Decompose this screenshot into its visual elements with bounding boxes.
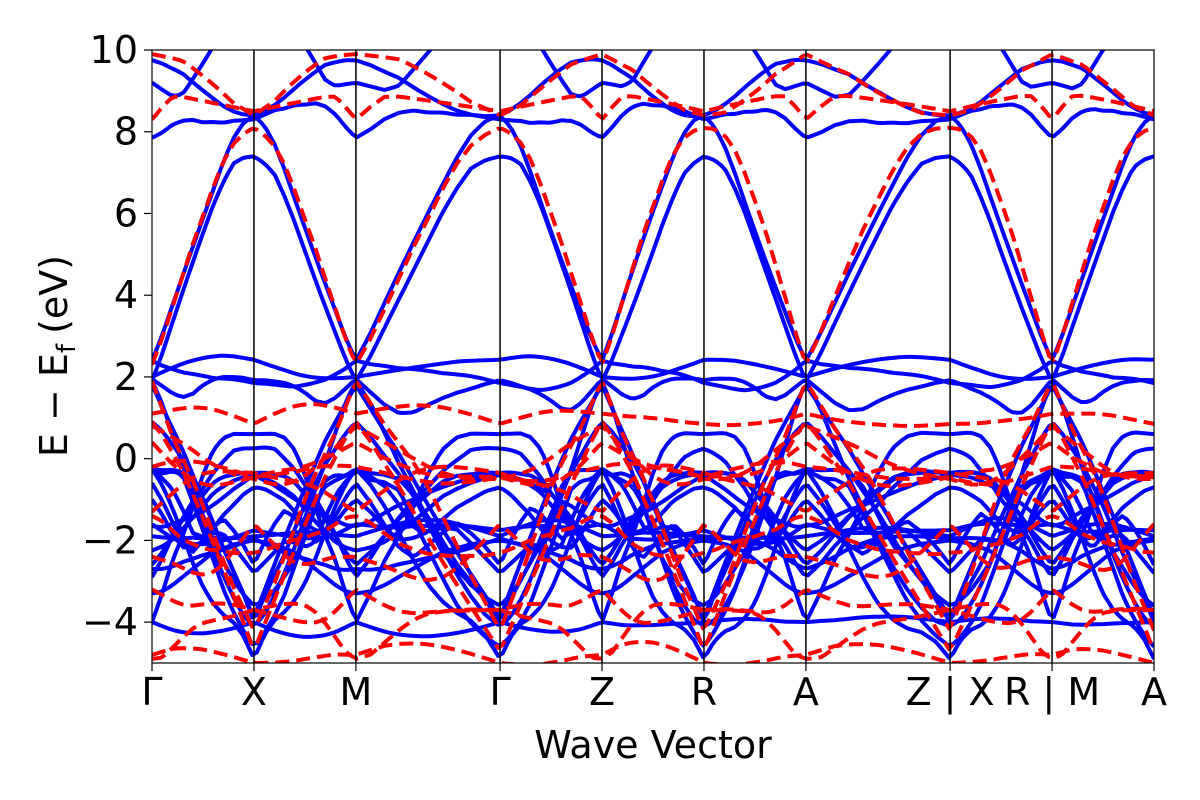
solid-band-line bbox=[152, 50, 1106, 99]
high-symmetry-lines bbox=[253, 50, 1053, 663]
solid-band-line bbox=[152, 374, 1154, 415]
dashed-band-line bbox=[152, 424, 1154, 487]
x-tick-label: A bbox=[793, 670, 819, 714]
y-axis-label-main: E − E bbox=[32, 353, 76, 457]
solid-band-line bbox=[152, 101, 1154, 140]
dashed-band-line bbox=[152, 125, 1154, 366]
dashed-band-line bbox=[152, 601, 1154, 661]
dashed-band-line bbox=[152, 587, 1154, 626]
y-tick-label: 6 bbox=[114, 191, 138, 235]
plot-frame bbox=[151, 49, 1155, 664]
dashed-band-line bbox=[152, 402, 1154, 428]
x-tick-label: R bbox=[691, 670, 717, 714]
solid-band-line bbox=[152, 353, 1154, 381]
x-tick-label: Γ bbox=[141, 670, 162, 714]
x-tick-label: M bbox=[340, 670, 373, 714]
solid-band-line bbox=[152, 154, 1154, 382]
y-axis-label: E − Ef (eV) bbox=[32, 255, 82, 457]
dashed-band-line bbox=[152, 639, 1154, 663]
dashed-band-line bbox=[152, 514, 1154, 559]
y-tick-label: 2 bbox=[114, 355, 138, 399]
y-tick-label: −2 bbox=[82, 518, 138, 562]
solid-band-line bbox=[152, 358, 1154, 393]
x-tick-label: Z bbox=[589, 670, 615, 714]
solid-band-line bbox=[152, 534, 1154, 572]
x-tick-label: A bbox=[1141, 670, 1167, 714]
dashed-band-line bbox=[152, 420, 1154, 652]
y-tick-label: −4 bbox=[82, 600, 138, 644]
x-axis-label: Wave Vector bbox=[534, 723, 772, 767]
dashed-band-line bbox=[152, 463, 1154, 514]
y-axis-label-unit: (eV) bbox=[32, 255, 76, 334]
solid-band-line bbox=[152, 430, 1154, 623]
bands-layer bbox=[152, 50, 1154, 663]
x-tick-label: X bbox=[241, 670, 267, 714]
x-tick-label: Z | X bbox=[906, 670, 995, 715]
x-tick-label: Γ bbox=[489, 670, 510, 714]
dashed-band-line bbox=[152, 93, 1154, 121]
dashed-band-line bbox=[152, 522, 1154, 583]
y-tick-label: 8 bbox=[114, 110, 138, 154]
dashed-band-line bbox=[152, 380, 1154, 632]
y-axis-label-subscript: f bbox=[52, 343, 82, 353]
y-tick-label: 0 bbox=[114, 437, 138, 481]
y-tick-label: 10 bbox=[90, 28, 138, 72]
x-tick-label: R | M bbox=[1004, 670, 1100, 715]
y-axis-ticks: −4 −2 0 2 4 6 8 10 bbox=[82, 28, 152, 644]
dashed-band-line bbox=[152, 440, 1154, 489]
y-tick-label: 4 bbox=[114, 273, 138, 317]
